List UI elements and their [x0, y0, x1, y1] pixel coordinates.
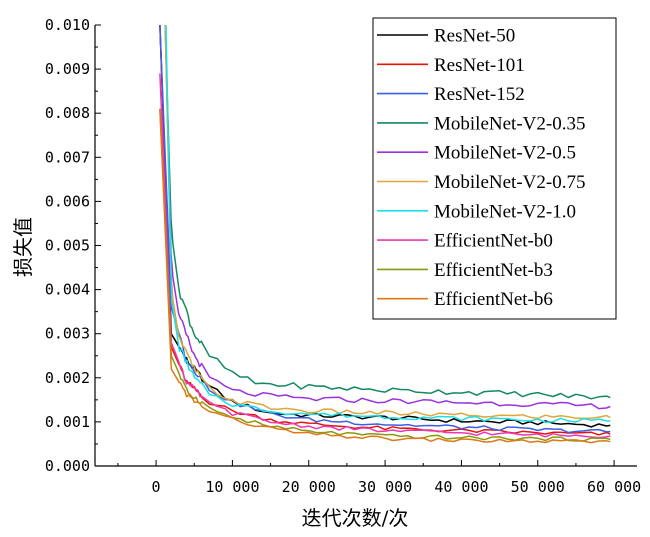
y-tick-label: 0.003: [45, 325, 90, 343]
x-axis-label: 迭代次数/次: [302, 506, 409, 530]
legend: ResNet-50 ResNet-101 ResNet-152 MobileNet-V…: [372, 17, 617, 320]
x-tick-label: 10 000: [205, 478, 259, 496]
y-tick-label: 0.009: [45, 60, 90, 78]
series-line-9: [159, 108, 611, 444]
series-line-5: [164, 25, 611, 420]
series-line-6: [165, 25, 611, 424]
y-axis-label: 损失值: [11, 217, 35, 277]
legend-label: EfficientNet-b6: [434, 289, 553, 310]
axes-layer: 0.000 0.001 0.002 0.003 0.004 0.005 0.006 0.007…: [45, 16, 641, 496]
y-tick-label: 0.004: [45, 281, 90, 299]
y-tick-label: 0.010: [45, 16, 90, 34]
legend-label: MobileNet-V2-0.5: [434, 143, 576, 164]
series-line-3: [164, 25, 611, 400]
y-tick-label: 0.006: [45, 192, 90, 210]
series-group: [159, 25, 611, 444]
y-tick-label: 0.002: [45, 369, 90, 387]
x-tick-label: 50 000: [511, 478, 565, 496]
y-tick-label: 0.001: [45, 413, 90, 431]
legend-label: ResNet-101: [434, 55, 525, 76]
x-tick-label: 30 000: [358, 478, 412, 496]
series-layer: [159, 25, 611, 444]
legend-label: MobileNet-V2-1.0: [434, 201, 576, 222]
series-line-7: [159, 73, 611, 439]
legend-label: MobileNet-V2-0.75: [434, 172, 585, 193]
y-tick-label: 0.007: [45, 148, 90, 166]
x-tick-label: 40 000: [434, 478, 488, 496]
series-line-2: [159, 25, 611, 434]
legend-label: ResNet-50: [434, 26, 515, 47]
x-tick-label: 0: [152, 478, 161, 496]
y-tick-label: 0.005: [45, 237, 90, 255]
x-tick-label: 60 000: [587, 478, 641, 496]
legend-label: MobileNet-V2-0.35: [434, 113, 585, 134]
x-tick-label: 20 000: [282, 478, 336, 496]
legend-label: EfficientNet-b0: [434, 231, 553, 252]
legend-label: EfficientNet-b3: [434, 260, 553, 281]
series-line-4: [164, 25, 611, 410]
y-tick-label: 0.008: [45, 104, 90, 122]
legend-label: ResNet-152: [434, 84, 525, 105]
y-tick-label: 0.000: [45, 457, 90, 475]
